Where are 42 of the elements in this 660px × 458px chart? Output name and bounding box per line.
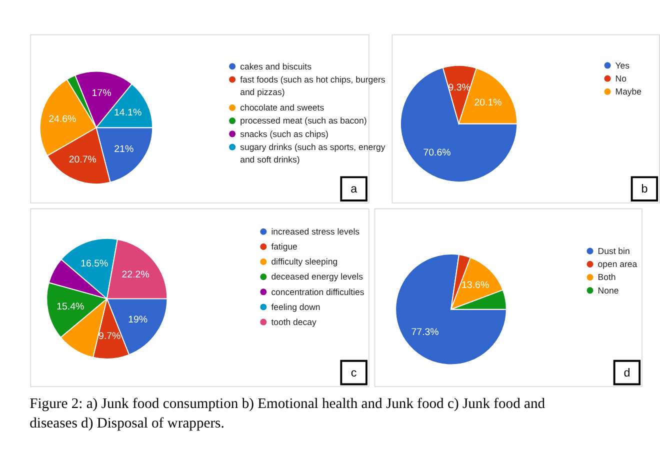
legend-label: No: [615, 73, 627, 84]
data-label: 17%: [92, 88, 112, 99]
legend-label: cakes and biscuits: [240, 61, 312, 72]
caption: Figure 2: a) Junk food consumption b) Emotional health and Junk food c) Junk food and diseases d) Disposal of wrappers.: [30, 396, 546, 432]
legend-label: chocolate and sweets: [240, 102, 325, 113]
data-label: 19%: [128, 314, 148, 326]
data-label: 9.7%: [98, 330, 122, 342]
legend-label: sugary drinks (such as sports, energy and soft drinks): [240, 142, 386, 165]
legend-label: fast foods (such as hot chips, burgers and pizzas): [240, 74, 386, 98]
legend-label: Maybe: [615, 86, 642, 97]
data-label: 22.2%: [122, 270, 150, 281]
pie-slice: [400, 67, 518, 182]
text: b: [641, 182, 648, 196]
legend-label: None: [598, 285, 619, 296]
data-label: 13.6%: [462, 280, 490, 292]
data-label: 70.6%: [423, 147, 452, 158]
legend-label: processed meat (such as bacon): [240, 116, 367, 126]
data-label: 14.1%: [114, 108, 142, 119]
legend-label: feeling down: [271, 302, 320, 312]
text: c: [350, 366, 357, 380]
data-label: 9.3%: [448, 82, 471, 94]
legend-label: Dust bin: [598, 246, 630, 256]
legend-label: fatigue: [271, 242, 298, 252]
legend-label: deceased energy levels: [271, 272, 364, 282]
data-label: 15.4%: [56, 302, 85, 313]
legend-label: snacks (such as chips): [240, 128, 329, 139]
legend-label: open area: [598, 259, 638, 270]
data-label: 77.3%: [411, 326, 440, 338]
text: d: [624, 366, 630, 380]
pie-slice: [395, 254, 507, 366]
data-label: 20.7%: [68, 154, 97, 166]
legend-label: difficulty sleeping: [271, 256, 338, 267]
data-label: 16.5%: [80, 258, 109, 270]
data-label: 24.6%: [48, 114, 77, 125]
data-label: 21%: [114, 144, 134, 155]
text: a: [350, 182, 358, 196]
legend-label: tooth decay: [271, 316, 317, 327]
legend-label: Both: [598, 272, 616, 282]
legend-label: Yes: [615, 60, 630, 70]
legend-label: concentration difficulties: [271, 286, 365, 297]
data-label: 20.1%: [474, 97, 502, 108]
legend-label: increased stress levels: [271, 226, 360, 237]
